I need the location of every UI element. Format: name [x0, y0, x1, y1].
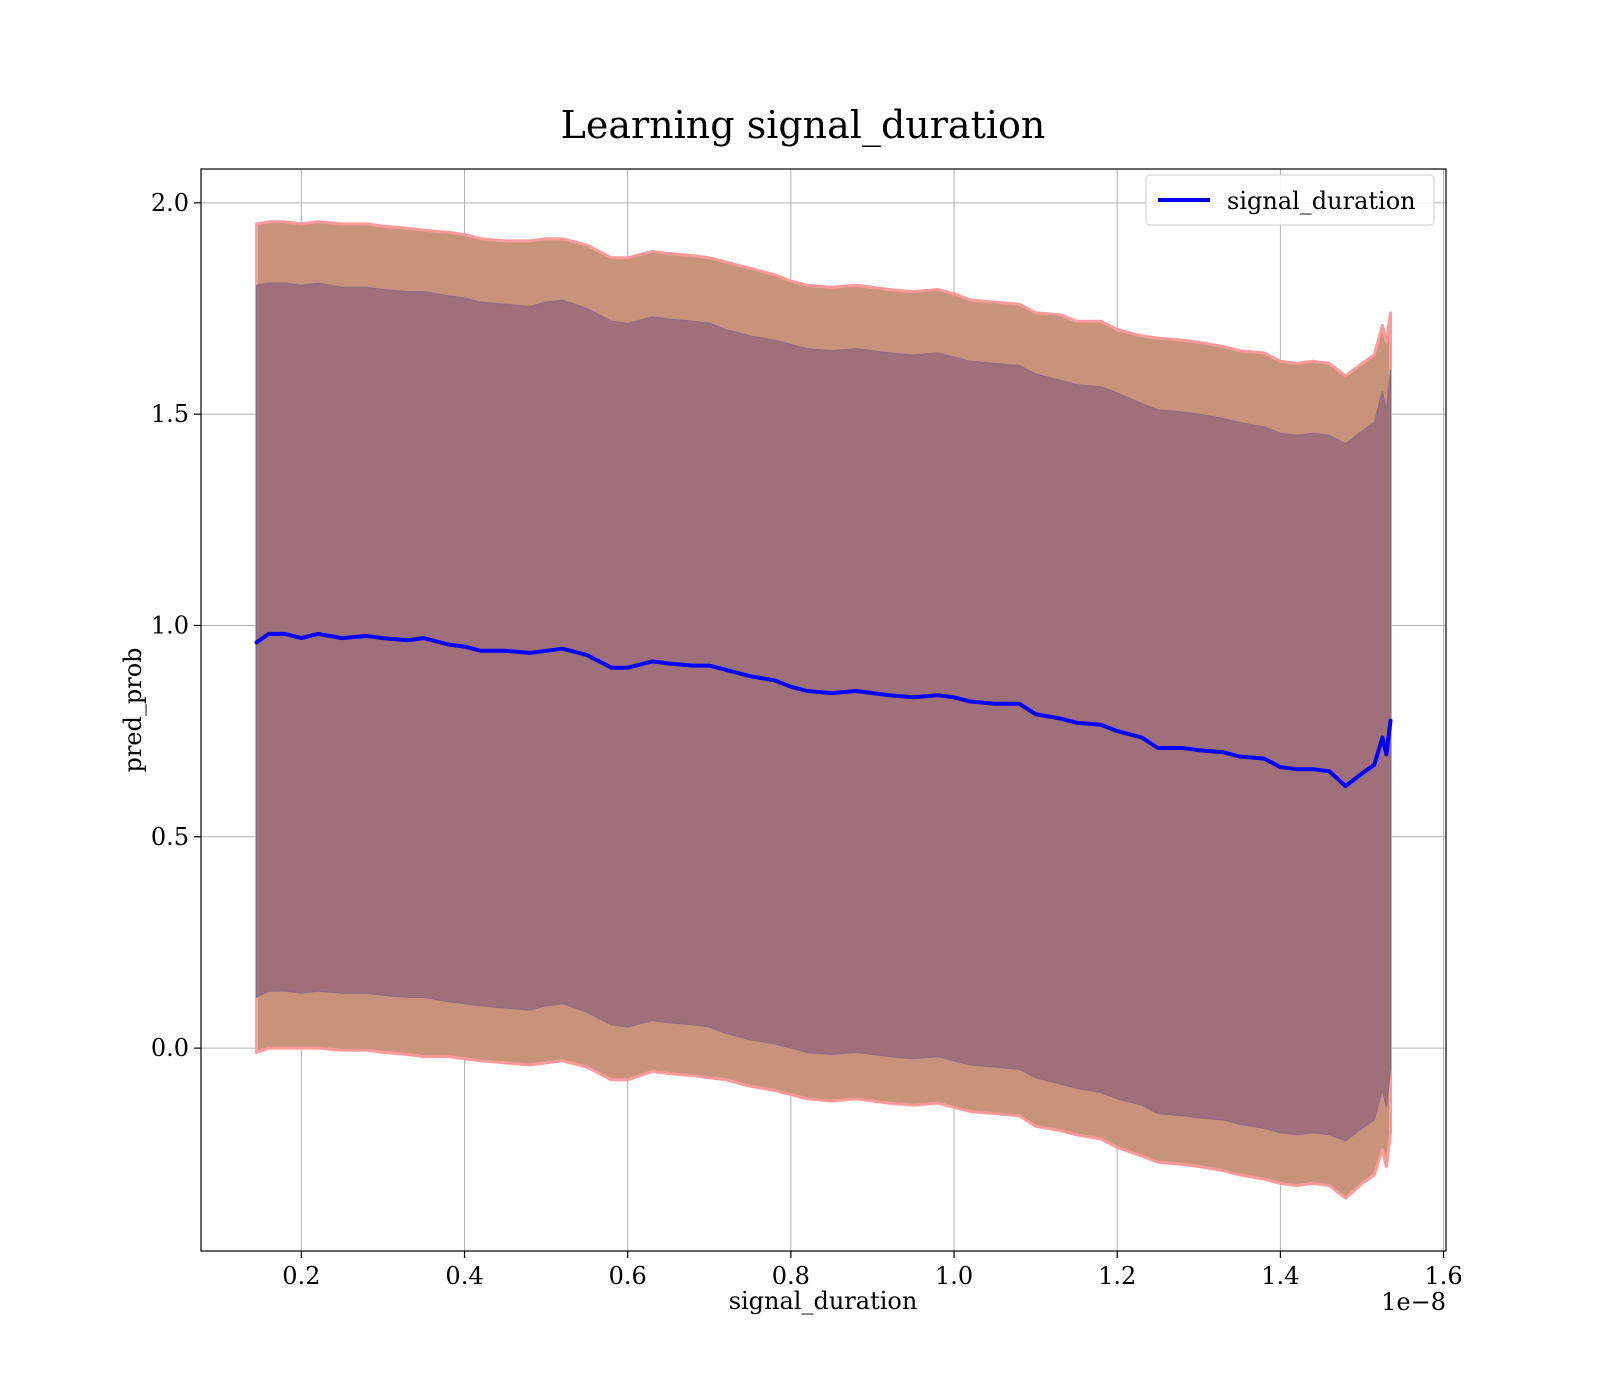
bands [255, 220, 1392, 1200]
x-tick-label: 0.6 [609, 1262, 647, 1290]
legend: signal_duration [1145, 174, 1435, 226]
x-tick-label: 1.4 [1261, 1262, 1299, 1290]
x-offset-text: 1e−8 [1381, 1288, 1446, 1316]
x-tick-label: 0.2 [282, 1262, 320, 1290]
y-axis-label: pred_prob [119, 647, 147, 772]
inner-confidence-band [256, 282, 1391, 1142]
x-tick-label: 1.6 [1424, 1262, 1462, 1290]
x-tick-label: 1.2 [1098, 1262, 1136, 1290]
x-tick-label: 0.8 [772, 1262, 810, 1290]
plot-frame [200, 168, 1447, 1252]
x-tick-label: 0.4 [445, 1262, 483, 1290]
y-tick-label: 2.0 [151, 189, 189, 217]
chart-title: Learning signal_duration [561, 103, 1046, 148]
series-lines [254, 631, 1393, 789]
x-tick-label: 1.0 [935, 1262, 973, 1290]
y-ticks: 0.0 0.5 1.0 1.5 2.0 [151, 189, 201, 1062]
series-line-signal_duration [254, 631, 1393, 789]
legend-frame [1145, 174, 1435, 226]
y-tick-label: 0.5 [151, 823, 189, 851]
x-ticks: 0.2 0.4 0.6 0.8 1.0 1.2 1.4 1.6 [282, 1251, 1463, 1290]
y-tick-label: 1.5 [151, 400, 189, 428]
y-tick-label: 0.0 [151, 1034, 189, 1062]
x-axis-label: signal_duration [729, 1287, 918, 1315]
legend-label: signal_duration [1227, 187, 1416, 215]
y-tick-label: 1.0 [151, 611, 189, 639]
